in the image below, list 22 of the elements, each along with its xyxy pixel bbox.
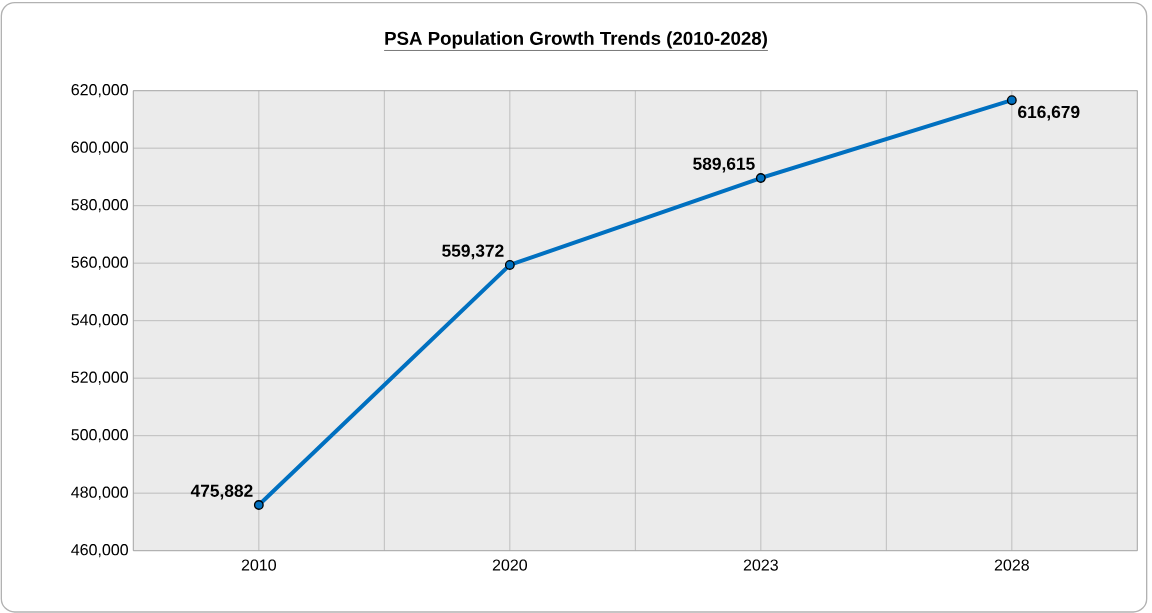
y-tick-label: 480,000 [71, 486, 128, 500]
y-tick-label: 500,000 [71, 428, 128, 443]
point [1006, 95, 1017, 105]
x-tick-label: 2010 [241, 559, 277, 571]
y-tick-label: 460,000 [71, 543, 128, 558]
data-label: 475,882 [190, 484, 253, 500]
y-tick-label: 560,000 [71, 256, 128, 270]
x-tick-label: 2028 [994, 559, 1029, 571]
y-tick-label: 620,000 [71, 83, 128, 98]
y-tick-label: 600,000 [71, 141, 128, 155]
point [504, 259, 515, 270]
data-label: 589,615 [693, 157, 755, 173]
x-tick-label: 2023 [743, 559, 778, 571]
y-tick-label: 580,000 [71, 198, 128, 213]
x-tick-label: 2020 [492, 559, 528, 571]
point [253, 499, 264, 510]
y-tick-label: 520,000 [71, 371, 128, 385]
data-label: 616,679 [1018, 105, 1080, 121]
chart-title: PSA Population Growth Trends (2010-2028) [385, 31, 767, 49]
point [755, 172, 766, 183]
data-label: 559,372 [442, 244, 504, 260]
y-tick-label: 540,000 [71, 313, 128, 328]
